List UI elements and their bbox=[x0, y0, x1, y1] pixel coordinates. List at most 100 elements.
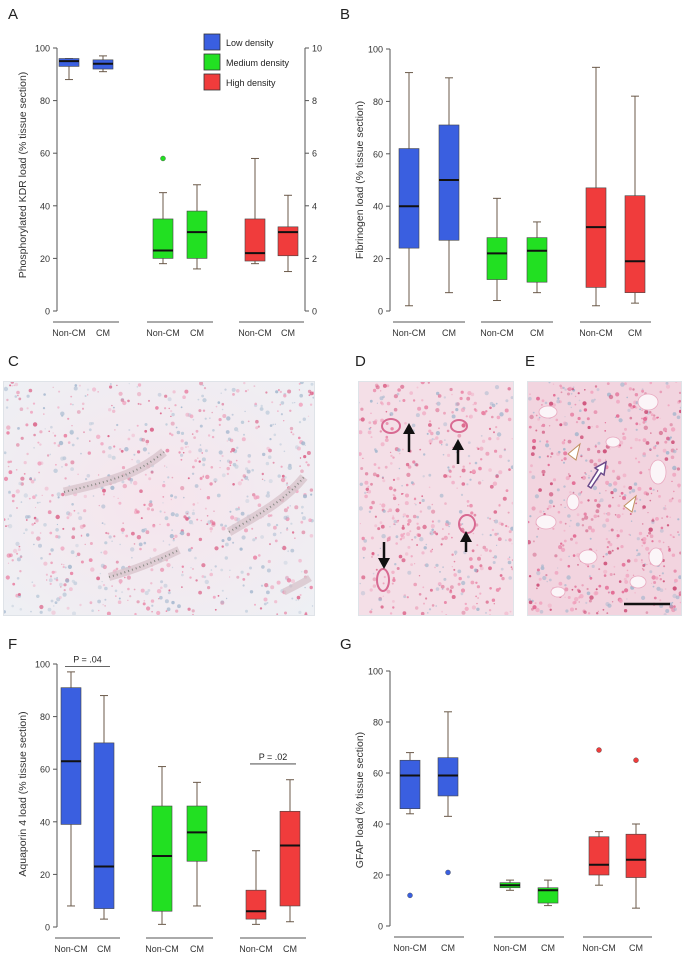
y-tick-label: 100 bbox=[35, 44, 50, 54]
chart-f-aquaporin4: Aquaporin 4 load (% tissue section) 0 20 4… bbox=[17, 655, 306, 954]
x-tick-label: Non-CM bbox=[52, 328, 86, 338]
micrograph-d bbox=[358, 381, 514, 616]
box-3 bbox=[486, 197, 508, 302]
legend: Low density Medium density High density bbox=[203, 33, 290, 91]
y-tick-label: 40 bbox=[373, 202, 383, 212]
panel-letter-c: C bbox=[8, 353, 19, 370]
y-axis-label: Fibrinogen load (% tissue section) bbox=[354, 101, 366, 259]
micrograph-e-image bbox=[528, 382, 681, 615]
y-right-tick-label: 2 bbox=[312, 254, 317, 264]
arrow-icon bbox=[378, 542, 390, 569]
box-iqr bbox=[437, 757, 459, 797]
chart-g-gfap: GFAP load (% tissue section) 0 20 40 60 80 10… bbox=[354, 667, 652, 953]
box-1 bbox=[60, 671, 82, 907]
box-iqr bbox=[625, 833, 647, 878]
outlier-point bbox=[445, 869, 451, 876]
y-tick-label: 0 bbox=[45, 923, 50, 933]
box-2 bbox=[438, 77, 460, 294]
panel-letter-g: G bbox=[340, 636, 352, 653]
box-5 bbox=[245, 850, 267, 925]
y-tick-label: 60 bbox=[40, 149, 50, 159]
x-tick-label: Non-CM bbox=[480, 328, 514, 338]
x-tick-label: CM bbox=[441, 943, 455, 953]
arrowhead-icon bbox=[623, 494, 637, 513]
box-iqr bbox=[244, 218, 266, 262]
box-iqr bbox=[93, 742, 115, 909]
box-6 bbox=[277, 194, 299, 273]
x-tick-label: CM bbox=[190, 328, 204, 338]
y-tick-label: 100 bbox=[368, 45, 383, 55]
x-tick-label: CM bbox=[628, 328, 642, 338]
box-6 bbox=[279, 779, 301, 923]
chart-b-fibrinogen: Fibrinogen load (% tissue section) 0 20 40… bbox=[354, 45, 651, 338]
box-iqr bbox=[486, 237, 508, 280]
y-tick-label: 20 bbox=[40, 254, 50, 264]
arrow-icon bbox=[460, 531, 472, 552]
x-tick-label: Non-CM bbox=[238, 328, 272, 338]
legend-swatch-high bbox=[203, 73, 221, 91]
y-right-tick-label: 6 bbox=[312, 149, 317, 159]
micrograph-c-image bbox=[4, 382, 314, 615]
y-tick-label: 20 bbox=[373, 871, 383, 881]
box-iqr bbox=[399, 759, 421, 810]
x-tick-label: Non-CM bbox=[145, 944, 179, 954]
outlier-point bbox=[633, 757, 639, 763]
box-iqr bbox=[245, 889, 267, 920]
x-tick-label: Non-CM bbox=[146, 328, 180, 338]
box-iqr bbox=[588, 836, 610, 876]
chart-a-phospho-kdr: Phosphorylated KDR load (% tissue sectio… bbox=[17, 33, 322, 338]
box-iqr bbox=[151, 805, 173, 912]
outlier-point bbox=[407, 892, 413, 899]
box-iqr bbox=[186, 805, 208, 862]
x-tick-label: Non-CM bbox=[393, 943, 427, 953]
y-right-tick-label: 4 bbox=[312, 201, 317, 211]
y-tick-label: 20 bbox=[373, 254, 383, 264]
micrograph-c bbox=[3, 381, 315, 616]
box-2 bbox=[92, 55, 114, 73]
x-tick-label: Non-CM bbox=[54, 944, 88, 954]
box-5 bbox=[585, 66, 607, 307]
arrow-icon bbox=[452, 439, 464, 464]
box-4 bbox=[537, 879, 559, 907]
outlier-point bbox=[160, 155, 166, 162]
y-axis-label: Aquaporin 4 load (% tissue section) bbox=[17, 711, 29, 876]
box-5 bbox=[588, 747, 610, 886]
box-iqr bbox=[585, 187, 607, 288]
micrograph-e bbox=[527, 381, 682, 616]
y-tick-label: 40 bbox=[40, 201, 50, 211]
y-right-tick-label: 10 bbox=[312, 44, 322, 54]
box-6 bbox=[624, 95, 646, 304]
p-value-label: P = .02 bbox=[259, 752, 288, 762]
y-tick-label: 40 bbox=[40, 817, 50, 827]
x-tick-label: CM bbox=[283, 944, 297, 954]
y-tick-label: 60 bbox=[40, 765, 50, 775]
legend-swatch-medium bbox=[203, 53, 221, 71]
box-iqr bbox=[438, 124, 460, 241]
box-2 bbox=[437, 711, 459, 876]
legend-label-medium: Medium density bbox=[226, 58, 290, 68]
box-1 bbox=[398, 72, 420, 307]
x-tick-label: CM bbox=[190, 944, 204, 954]
x-tick-label: Non-CM bbox=[392, 328, 426, 338]
box-1 bbox=[58, 58, 80, 81]
box-3 bbox=[499, 879, 521, 891]
arrow-icon bbox=[403, 423, 415, 452]
x-tick-label: CM bbox=[96, 328, 110, 338]
box-iqr bbox=[279, 810, 301, 907]
y-right-tick-label: 8 bbox=[312, 96, 317, 106]
box-iqr bbox=[526, 237, 548, 283]
y-tick-label: 60 bbox=[373, 769, 383, 779]
x-tick-label: CM bbox=[97, 944, 111, 954]
box-3 bbox=[151, 766, 173, 925]
box-4 bbox=[526, 221, 548, 294]
x-tick-label: CM bbox=[442, 328, 456, 338]
box-4 bbox=[186, 781, 208, 907]
legend-label-high: High density bbox=[226, 78, 276, 88]
box-iqr bbox=[537, 887, 559, 904]
legend-label-low: Low density bbox=[226, 38, 274, 48]
y-tick-label: 0 bbox=[378, 307, 383, 317]
p-value-label: P = .04 bbox=[73, 655, 102, 665]
y-axis-label: GFAP load (% tissue section) bbox=[354, 732, 366, 868]
y-tick-label: 80 bbox=[373, 718, 383, 728]
panel-letter-e: E bbox=[525, 353, 536, 370]
